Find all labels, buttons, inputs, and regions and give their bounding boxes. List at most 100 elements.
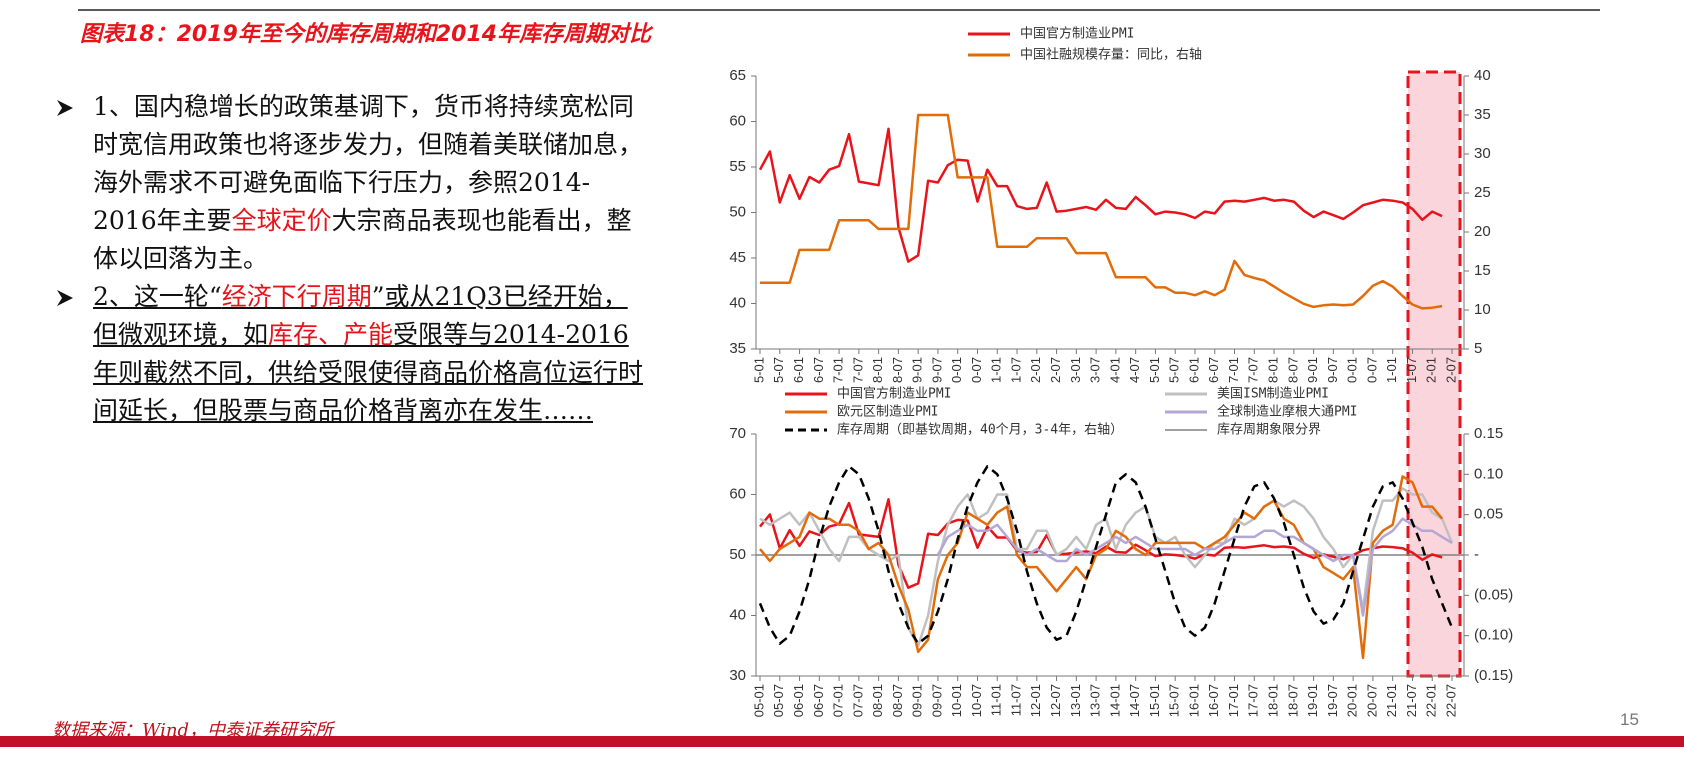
x-tick-label: 11-01	[989, 684, 1004, 716]
y-tick-label: 65	[729, 67, 746, 84]
x-tick-label: 6-07	[1206, 357, 1221, 383]
series-line	[759, 498, 1443, 589]
bullet-text: 2、这一轮“	[93, 282, 222, 311]
y-tick-label: 55	[729, 158, 746, 175]
x-tick-label: 20-07	[1364, 684, 1379, 717]
x-tick-label: 20-01	[1345, 684, 1360, 717]
y2-tick-label: 20	[1474, 223, 1491, 240]
series-line	[759, 475, 1444, 660]
y2-tick-label: 25	[1474, 184, 1491, 201]
y2-tick-label: 35	[1474, 106, 1491, 123]
x-tick-label: 21-01	[1384, 684, 1399, 717]
bullet-list: 1、国内稳增长的政策基调下，货币将持续宽松同时宽信用政策也将逐步发力，但随着美联…	[55, 88, 655, 430]
slide-title: 图表18：2019年至今的库存周期和2014年库存周期对比	[80, 22, 652, 47]
x-tick-label: 2-07	[1048, 357, 1063, 383]
bullet-text: 经济下行周期	[221, 282, 372, 311]
x-tick-label: 4-01	[1107, 357, 1122, 383]
x-tick-label: 0-07	[1364, 357, 1379, 383]
x-tick-label: 10-01	[949, 684, 964, 717]
x-tick-label: 14-07	[1127, 684, 1142, 717]
x-tick-label: 05-01	[751, 684, 766, 717]
x-tick-label: 16-01	[1186, 684, 1201, 717]
legend-label: 库存周期（即基钦周期，40个月，3-4年，右轴）	[837, 422, 1123, 438]
series-line	[758, 465, 1454, 645]
y2-tick-label: (0.05)	[1474, 586, 1513, 603]
x-tick-label: 14-01	[1107, 684, 1122, 717]
x-tick-label: 2-07	[1443, 357, 1458, 383]
x-tick-label: 07-01	[831, 684, 846, 717]
x-tick-label: 12-01	[1028, 684, 1043, 717]
x-tick-label: 9-07	[1325, 357, 1340, 383]
x-tick-label: 3-07	[1088, 357, 1103, 383]
x-tick-label: 17-07	[1246, 684, 1261, 717]
bullet: 1、国内稳增长的政策基调下，货币将持续宽松同时宽信用政策也将逐步发力，但随着美联…	[55, 88, 648, 278]
y-tick-label: 50	[729, 203, 746, 220]
x-tick-label: 3-01	[1068, 357, 1083, 383]
y-tick-label: 40	[729, 294, 746, 311]
y2-tick-label: 5	[1474, 340, 1482, 357]
y2-tick-label: 0.15	[1474, 425, 1503, 442]
x-tick-label: 05-07	[771, 684, 786, 717]
x-tick-label: 09-01	[910, 684, 925, 717]
x-tick-label: 6-01	[791, 357, 806, 383]
series-line	[760, 113, 1443, 310]
y-tick-label: 60	[729, 485, 746, 502]
x-tick-label: 8-07	[1285, 357, 1300, 383]
y-tick-label: 70	[729, 425, 746, 442]
y-tick-label: 45	[729, 249, 746, 266]
y2-tick-label: -	[1474, 546, 1479, 563]
bullet-arrow	[57, 100, 73, 116]
footer-bar	[0, 736, 1684, 747]
bullet-text: 受限等与2014-2016年则截然不同，供给受限使得商品价格高位运行时间延长，但…	[93, 320, 644, 425]
y-tick-label: 50	[729, 546, 746, 563]
x-tick-label: 08-01	[870, 684, 885, 717]
y-tick-label: 35	[729, 340, 746, 357]
x-tick-label: 5-01	[751, 357, 766, 383]
legend-label: 全球制造业摩根大通PMI	[1217, 404, 1357, 420]
y2-tick-label: 30	[1474, 145, 1491, 162]
x-tick-label: 7-01	[831, 357, 846, 383]
x-tick-label: 21-07	[1404, 684, 1419, 717]
x-tick-label: 2-01	[1424, 357, 1439, 383]
x-tick-label: 1-07	[1008, 357, 1023, 383]
x-tick-label: 09-07	[929, 684, 944, 717]
series-line	[758, 127, 1443, 263]
x-tick-label: 0-01	[1345, 357, 1360, 383]
x-tick-label: 19-07	[1325, 684, 1340, 717]
x-tick-label: 08-07	[890, 684, 905, 717]
x-tick-label: 8-01	[1265, 357, 1280, 383]
x-tick-label: 1-01	[989, 357, 1004, 383]
x-tick-label: 5-01	[1147, 357, 1162, 383]
series-line	[759, 487, 1454, 648]
source-note: 数据来源：Wind，中泰证券研究所	[52, 720, 334, 741]
bullet: 2、这一轮“经济下行周期”或从21Q3已经开始，但微观环境，如库存、产能受限等与…	[55, 278, 648, 430]
x-tick-label: 18-07	[1285, 684, 1300, 717]
y2-tick-label: 40	[1474, 67, 1491, 84]
bullet-arrow	[57, 290, 73, 306]
x-tick-label: 19-01	[1305, 684, 1320, 717]
y-tick-label: 40	[729, 606, 746, 623]
x-tick-label: 22-07	[1443, 684, 1458, 717]
x-tick-label: 06-07	[811, 684, 826, 717]
bullet-text: 1、国内稳增长的政策基调下，货币将持续宽松同时宽信用政策也将逐步发力，但随着美联…	[93, 92, 644, 235]
y-tick-label: 60	[729, 112, 746, 129]
x-tick-label: 1-07	[1404, 357, 1419, 383]
y2-tick-label: (0.10)	[1474, 627, 1513, 644]
x-tick-label: 7-07	[850, 357, 865, 383]
y2-tick-label: 15	[1474, 262, 1491, 279]
bullet-text: 全球定价	[231, 206, 332, 235]
x-tick-label: 6-01	[1186, 357, 1201, 383]
x-tick-label: 15-07	[1167, 684, 1182, 717]
x-tick-label: 07-07	[850, 684, 865, 717]
y2-tick-label: 10	[1474, 301, 1491, 318]
page-number: 15	[1620, 710, 1639, 729]
y2-tick-label: (0.15)	[1474, 667, 1513, 684]
bullet-text: 大宗商品表现也能看出，整体以回落为主。	[93, 206, 632, 273]
x-tick-label: 9-01	[910, 357, 925, 383]
x-tick-label: 12-07	[1048, 684, 1063, 717]
y-tick-label: 30	[729, 667, 746, 684]
x-tick-label: 9-01	[1305, 357, 1320, 383]
x-tick-label: 18-01	[1265, 684, 1280, 717]
